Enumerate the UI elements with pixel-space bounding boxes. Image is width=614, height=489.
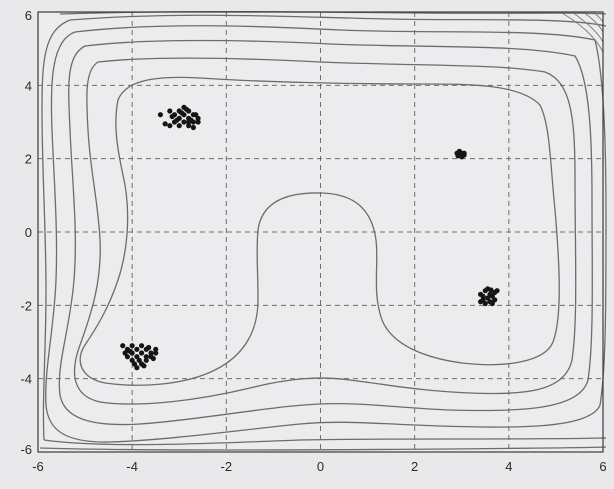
x-tick-label: 0 — [317, 459, 324, 474]
contour-level-3 — [58, 39, 593, 426]
data-point — [179, 110, 185, 116]
data-point — [195, 119, 201, 125]
y-tick-label: 6 — [25, 8, 32, 23]
data-point — [122, 350, 128, 356]
x-tick-label: 4 — [505, 459, 512, 474]
data-point — [167, 108, 173, 114]
x-tick-label: 2 — [411, 459, 418, 474]
data-point — [136, 357, 142, 363]
data-point — [455, 153, 461, 159]
data-point — [134, 346, 140, 352]
data-point — [494, 288, 500, 294]
x-tick-label: -4 — [126, 459, 138, 474]
plot-frame — [37, 11, 604, 453]
data-point — [138, 343, 145, 349]
data-point — [148, 350, 154, 356]
scatter-points — [120, 104, 500, 371]
y-tick-label: 2 — [25, 152, 32, 167]
data-point — [143, 357, 149, 363]
data-point — [150, 355, 156, 362]
x-axis-ticks: -6 -4 -2 0 2 4 6 — [32, 459, 606, 474]
data-point — [129, 343, 135, 349]
data-point — [146, 344, 152, 351]
data-point — [477, 299, 484, 305]
data-point — [167, 123, 173, 129]
data-point — [131, 361, 138, 367]
data-point — [174, 117, 180, 123]
data-point — [190, 124, 196, 131]
data-point — [176, 123, 182, 129]
data-point — [127, 348, 133, 354]
data-point — [138, 350, 145, 356]
x-tick-label: -2 — [221, 459, 233, 474]
x-tick-label: -6 — [32, 459, 44, 474]
data-point — [162, 121, 168, 127]
data-point — [183, 106, 189, 112]
contour-level-1 — [79, 76, 560, 386]
data-point — [461, 150, 467, 156]
data-point — [181, 119, 187, 125]
data-point — [488, 287, 494, 293]
data-point — [169, 113, 175, 120]
data-point — [141, 363, 147, 369]
y-tick-label: -6 — [20, 442, 32, 457]
y-tick-label: -4 — [20, 372, 32, 387]
contour-level-5 — [41, 14, 607, 446]
y-tick-label: 4 — [25, 78, 32, 93]
y-axis-ticks: -6 -4 -2 0 2 4 6 — [20, 8, 32, 457]
data-point — [143, 354, 149, 360]
contour-level-2 — [73, 57, 577, 405]
contour-lines — [39, 10, 607, 451]
data-point — [153, 346, 159, 352]
contour-level-4 — [45, 25, 607, 443]
data-point — [489, 300, 495, 307]
y-tick-label: -2 — [20, 298, 32, 313]
data-point — [480, 293, 486, 299]
data-point — [186, 119, 192, 125]
data-point — [120, 343, 126, 349]
data-point — [482, 300, 488, 307]
data-point — [456, 148, 462, 154]
data-point — [157, 112, 164, 118]
contour-corner-3 — [582, 11, 604, 33]
data-point — [186, 123, 192, 129]
contour-corner-1 — [559, 11, 604, 53]
y-tick-label: 0 — [25, 225, 32, 240]
x-tick-label: 6 — [599, 459, 606, 474]
data-point — [153, 350, 159, 356]
data-point — [193, 112, 199, 118]
contour-corner-2 — [571, 11, 604, 43]
